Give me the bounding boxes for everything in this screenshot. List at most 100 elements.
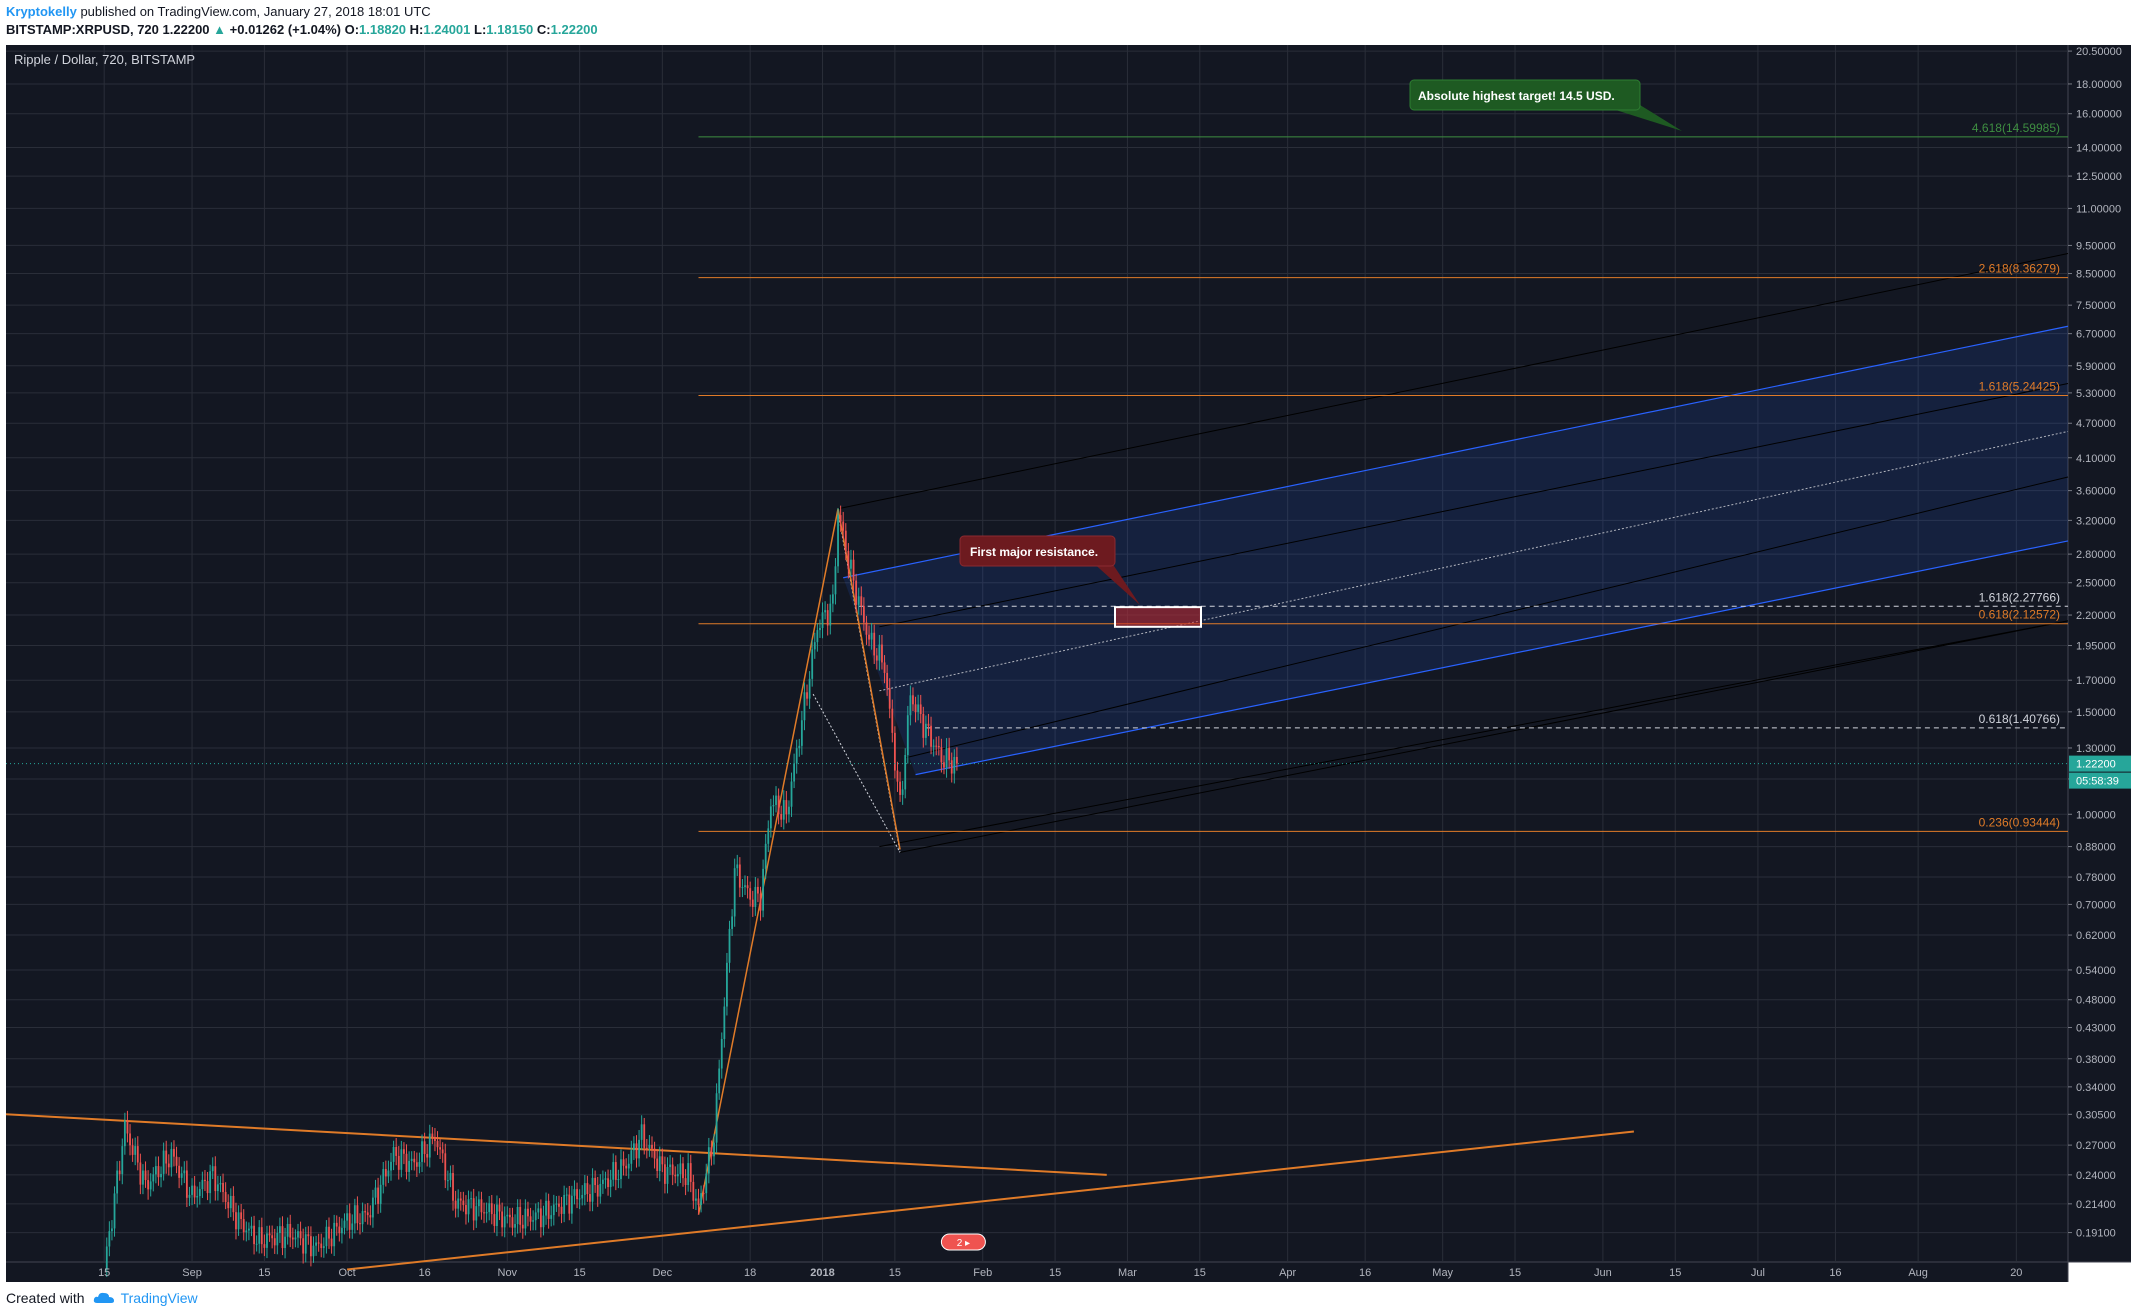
candle-body xyxy=(922,713,925,738)
candle-body xyxy=(462,1200,465,1206)
candle-body xyxy=(697,1198,700,1205)
candle-body xyxy=(687,1163,690,1185)
time-tick-label: Dec xyxy=(653,1267,673,1279)
candle-body xyxy=(206,1181,209,1194)
candle-body xyxy=(299,1231,302,1239)
candle-body xyxy=(924,723,927,738)
target-callout-box xyxy=(1409,79,1641,111)
candle-body xyxy=(444,1153,447,1181)
candle-body xyxy=(483,1212,485,1214)
close-label: C: xyxy=(536,22,551,37)
candle-body xyxy=(798,745,801,749)
candle-body xyxy=(589,1194,591,1202)
tradingview-logo[interactable]: TradingView xyxy=(93,1290,198,1306)
created-with-text: Created with xyxy=(6,1290,85,1306)
candle-body xyxy=(800,720,803,746)
candle-body xyxy=(392,1147,395,1162)
candle-body xyxy=(284,1236,286,1249)
candle-body xyxy=(777,795,780,814)
candle-body xyxy=(782,800,785,820)
candle-body xyxy=(139,1162,142,1185)
candle-body xyxy=(173,1148,175,1157)
candle-body xyxy=(583,1183,586,1195)
candle-body xyxy=(521,1224,524,1229)
candle-body xyxy=(397,1155,400,1170)
change-text: +0.01262 (+1.04%) xyxy=(229,22,341,37)
candle-body xyxy=(454,1200,457,1209)
candle-body xyxy=(400,1149,403,1170)
candle-body xyxy=(346,1213,348,1221)
high-value: 1.24001 xyxy=(423,22,471,37)
close-value: 1.22200 xyxy=(550,22,598,37)
candle-body xyxy=(472,1198,475,1221)
time-tick-label: 16 xyxy=(1359,1267,1371,1279)
symbol-line: BITSTAMP:XRPUSD, 720 1.22200 ▲ +0.01262 … xyxy=(6,22,598,37)
candle-body xyxy=(837,515,839,567)
time-tick-label: 15 xyxy=(258,1267,270,1279)
candle-body xyxy=(242,1219,245,1233)
candle-body xyxy=(312,1245,315,1257)
candle-body xyxy=(379,1184,382,1204)
candle-body xyxy=(759,893,762,911)
candle-body xyxy=(196,1196,199,1198)
candle-body xyxy=(707,1147,710,1174)
resistance-callout-box xyxy=(959,535,1116,567)
target-callout-text: Absolute highest target! 14.5 USD. xyxy=(1418,89,1615,103)
author-link[interactable]: Kryptokelly xyxy=(6,4,77,19)
candle-body xyxy=(490,1203,493,1215)
candle-body xyxy=(720,1038,723,1069)
candle-body xyxy=(539,1208,542,1228)
candle-body xyxy=(229,1195,232,1209)
time-ticks: 15 Sep 15 Oct 16 Nov 15 Dec 18 2018 15 Feb 15 Mar 15 Ap… xyxy=(98,1267,2022,1279)
fib-level-label: 1.618(5.24425) xyxy=(1979,380,2060,394)
resistance-callout-tail xyxy=(1090,560,1140,605)
candle-body xyxy=(165,1150,168,1164)
low-label: L: xyxy=(474,22,487,37)
last-price-badge xyxy=(2069,755,2131,772)
tradingview-text: TradingView xyxy=(120,1290,198,1306)
resistance-zone xyxy=(1114,606,1202,628)
candle-body xyxy=(906,715,909,755)
candle-body xyxy=(423,1141,426,1155)
watermark-badge xyxy=(940,1233,986,1251)
candle-body xyxy=(160,1173,162,1178)
candle-body xyxy=(834,566,837,595)
price-tick-label: 0.38000 xyxy=(2076,1054,2116,1066)
candle-body xyxy=(338,1226,341,1234)
price-tick-label: 0.30500 xyxy=(2076,1109,2116,1121)
candle-body xyxy=(775,795,777,805)
candle-body xyxy=(842,521,845,531)
candle-body xyxy=(788,806,790,815)
candle-body xyxy=(726,962,728,1007)
candle-body xyxy=(384,1169,387,1177)
pitchfork-line xyxy=(879,620,2069,848)
candle-body xyxy=(878,644,881,661)
fib-level-label: 0.236(0.93444) xyxy=(1979,815,2060,829)
candle-body xyxy=(167,1163,170,1168)
channel-fill xyxy=(843,326,2068,775)
candle-body xyxy=(826,610,829,626)
price-axis[interactable] xyxy=(2068,45,2131,1262)
candle-body xyxy=(434,1137,436,1141)
candle-body xyxy=(695,1198,697,1201)
candle-body xyxy=(116,1170,119,1194)
candle-body xyxy=(868,634,870,640)
candle-body xyxy=(219,1182,222,1185)
time-axis[interactable] xyxy=(6,1262,2068,1282)
candle-body xyxy=(625,1165,628,1169)
candle-body xyxy=(565,1194,568,1196)
time-tick-label: Oct xyxy=(339,1267,356,1279)
price-tick-label: 1.00000 xyxy=(2076,809,2116,821)
high-label: H: xyxy=(409,22,424,37)
candle-body xyxy=(496,1204,498,1227)
candle-body xyxy=(679,1163,682,1175)
candle-body xyxy=(666,1167,669,1184)
last-price-badge-text: 1.22200 xyxy=(2076,759,2116,771)
candle-body xyxy=(640,1124,643,1140)
candle-body xyxy=(514,1224,516,1228)
cloud-icon xyxy=(93,1292,114,1303)
candle-body xyxy=(547,1200,550,1219)
candle-body xyxy=(943,762,945,768)
up-arrow-icon: ▲ xyxy=(213,22,227,37)
